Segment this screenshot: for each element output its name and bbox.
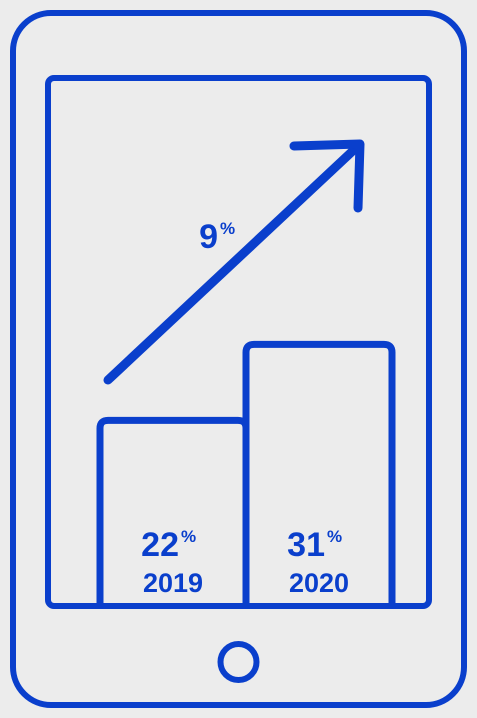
tablet-screen	[45, 75, 432, 609]
category-label-2019: 2019	[143, 568, 203, 598]
data-label-2020: 31	[287, 526, 325, 564]
data-label-unit-2020: %	[327, 527, 342, 546]
up-arrow-icon	[103, 139, 365, 385]
growth-value: 9	[199, 218, 218, 256]
growth-unit: %	[220, 219, 235, 238]
data-label-2019: 22	[141, 526, 179, 564]
category-label-2020: 2020	[289, 568, 349, 598]
tablet-outline-icon	[10, 10, 467, 708]
bar-group: 22 % 2019 31 % 2020	[96, 340, 396, 606]
data-label-unit-2019: %	[181, 527, 196, 546]
home-button-icon	[217, 641, 260, 683]
bar-2020	[242, 340, 396, 606]
